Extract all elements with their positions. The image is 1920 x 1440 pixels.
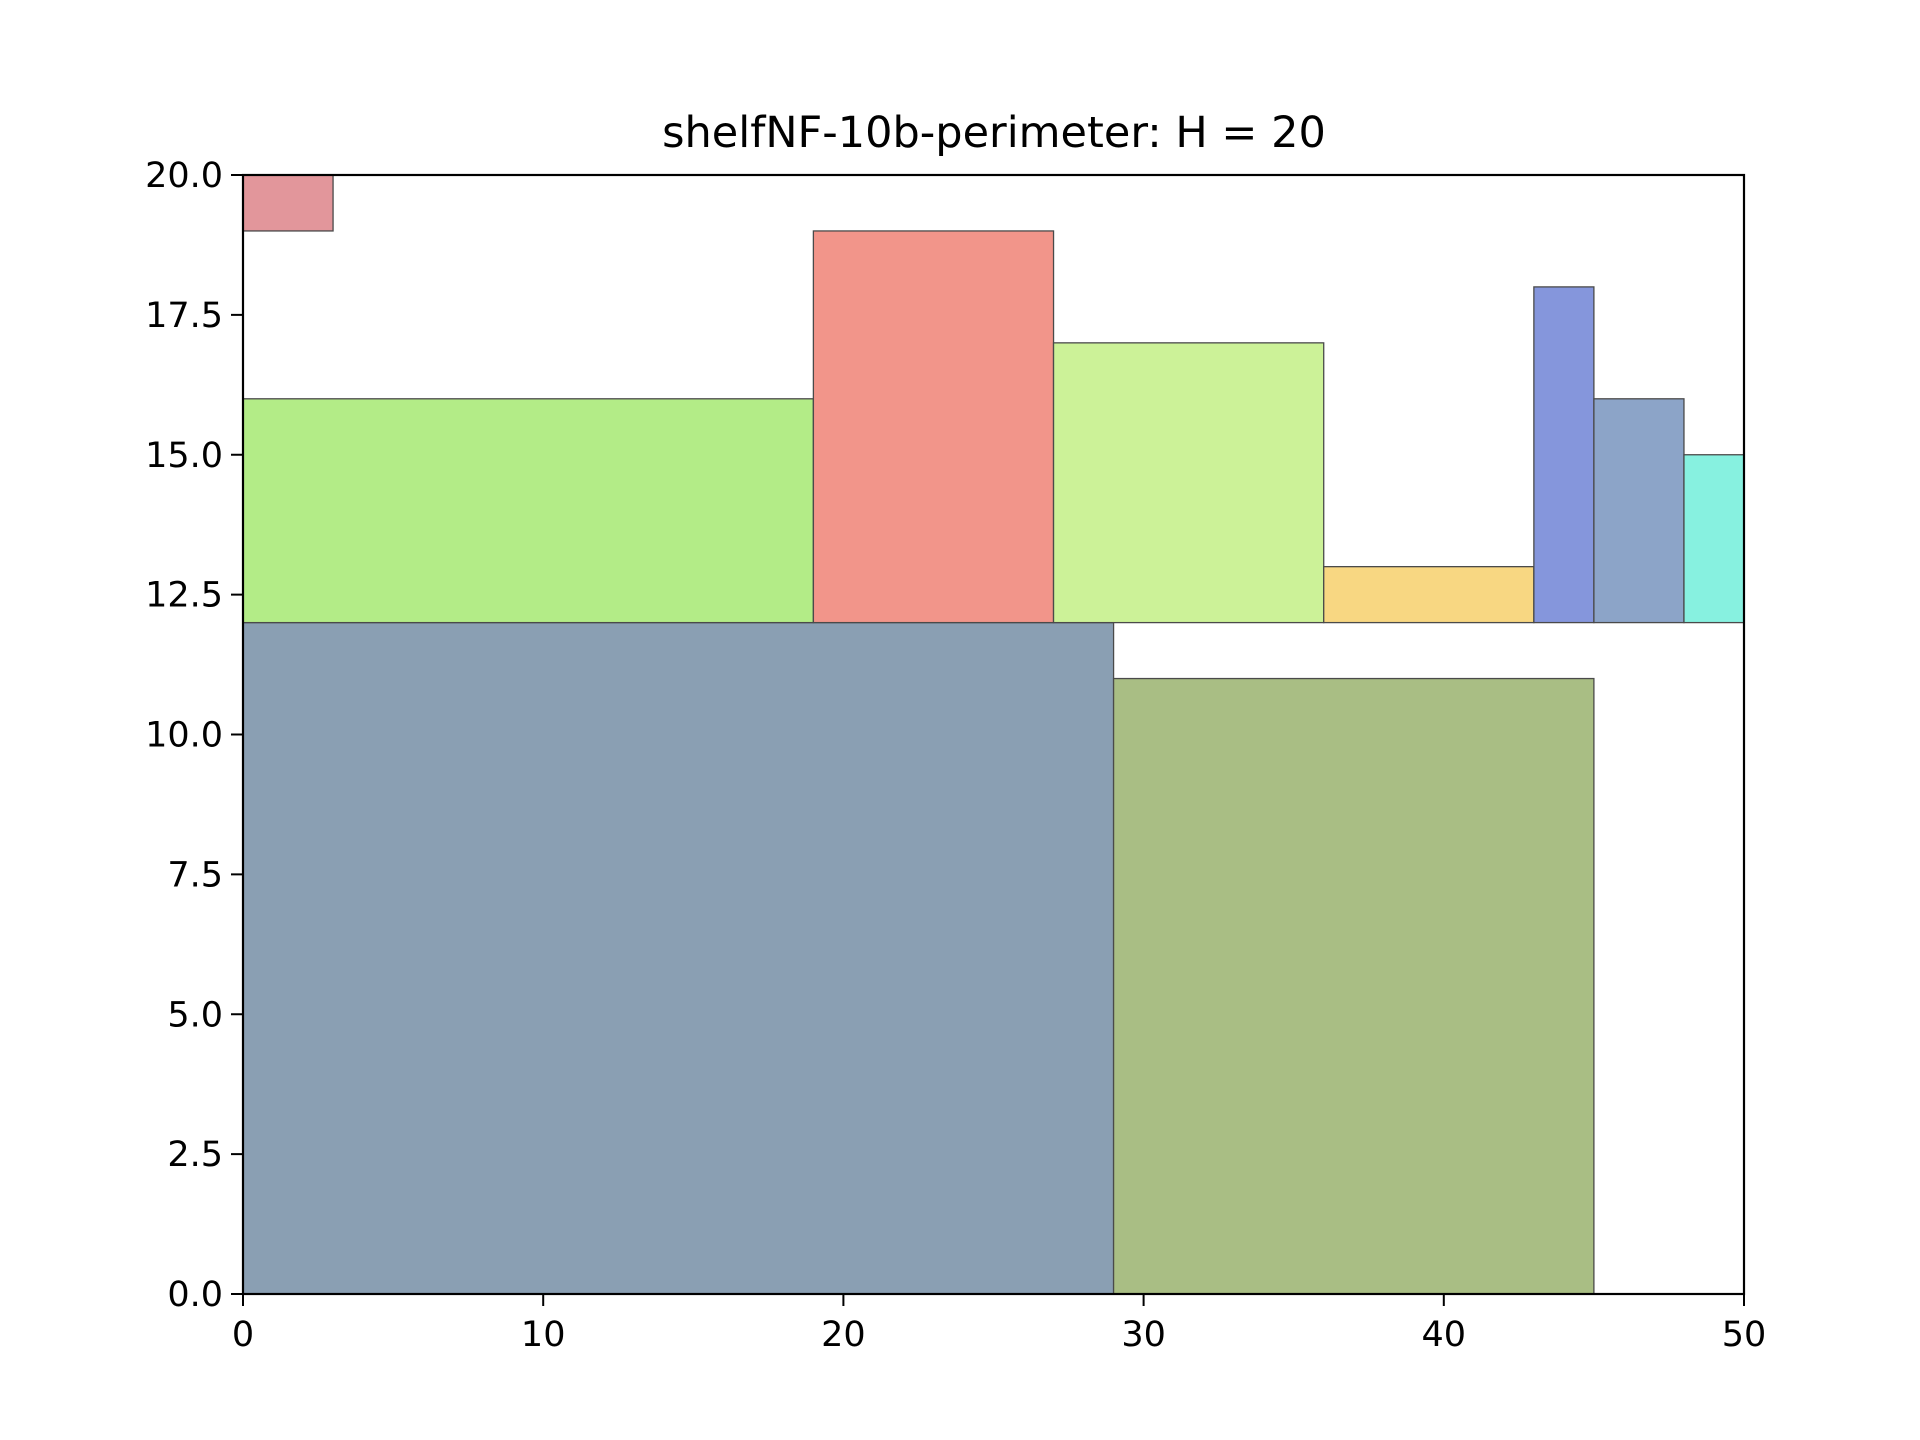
y-tick-label: 15.0 (145, 436, 223, 476)
y-tick-label: 5.0 (167, 995, 223, 1035)
y-tick-label: 7.5 (167, 855, 223, 895)
packed-rectangle-8 (1593, 398, 1685, 624)
x-tick-label: 40 (1422, 1315, 1467, 1355)
y-tick-label: 10.0 (145, 716, 223, 756)
packed-rectangle-3 (242, 398, 815, 624)
packed-rectangle-1 (242, 621, 1115, 1295)
packed-rectangle-2 (1112, 677, 1595, 1295)
y-tick-label: 12.5 (145, 576, 223, 616)
rectangles-layer (242, 174, 1745, 1295)
y-tick-label: 17.5 (145, 296, 223, 336)
x-tick-label: 20 (821, 1315, 866, 1355)
y-tick-label: 2.5 (167, 1135, 223, 1175)
y-tick-label: 0.0 (167, 1275, 223, 1315)
x-tick-label: 50 (1722, 1315, 1767, 1355)
packed-rectangle-4 (812, 230, 1055, 624)
packed-rectangle-5 (1052, 342, 1325, 624)
x-tick-label: 10 (521, 1315, 566, 1355)
x-tick-label: 0 (232, 1315, 254, 1355)
x-tick-label: 30 (1121, 1315, 1166, 1355)
y-axis: 0.0 2.5 5.0 7.5 10.0 12.5 15.0 17.5 20.0 (145, 156, 243, 1315)
packed-rectangle-9 (1683, 454, 1745, 624)
y-tick-label: 20.0 (145, 156, 223, 196)
packed-rectangle-10 (242, 174, 334, 232)
packed-rectangle-7 (1533, 286, 1595, 624)
chart-title: shelfNF-10b-perimeter: H = 20 (662, 108, 1326, 158)
x-axis: 0 10 20 30 40 50 (232, 1294, 1766, 1355)
packed-rectangle-6 (1323, 566, 1535, 624)
